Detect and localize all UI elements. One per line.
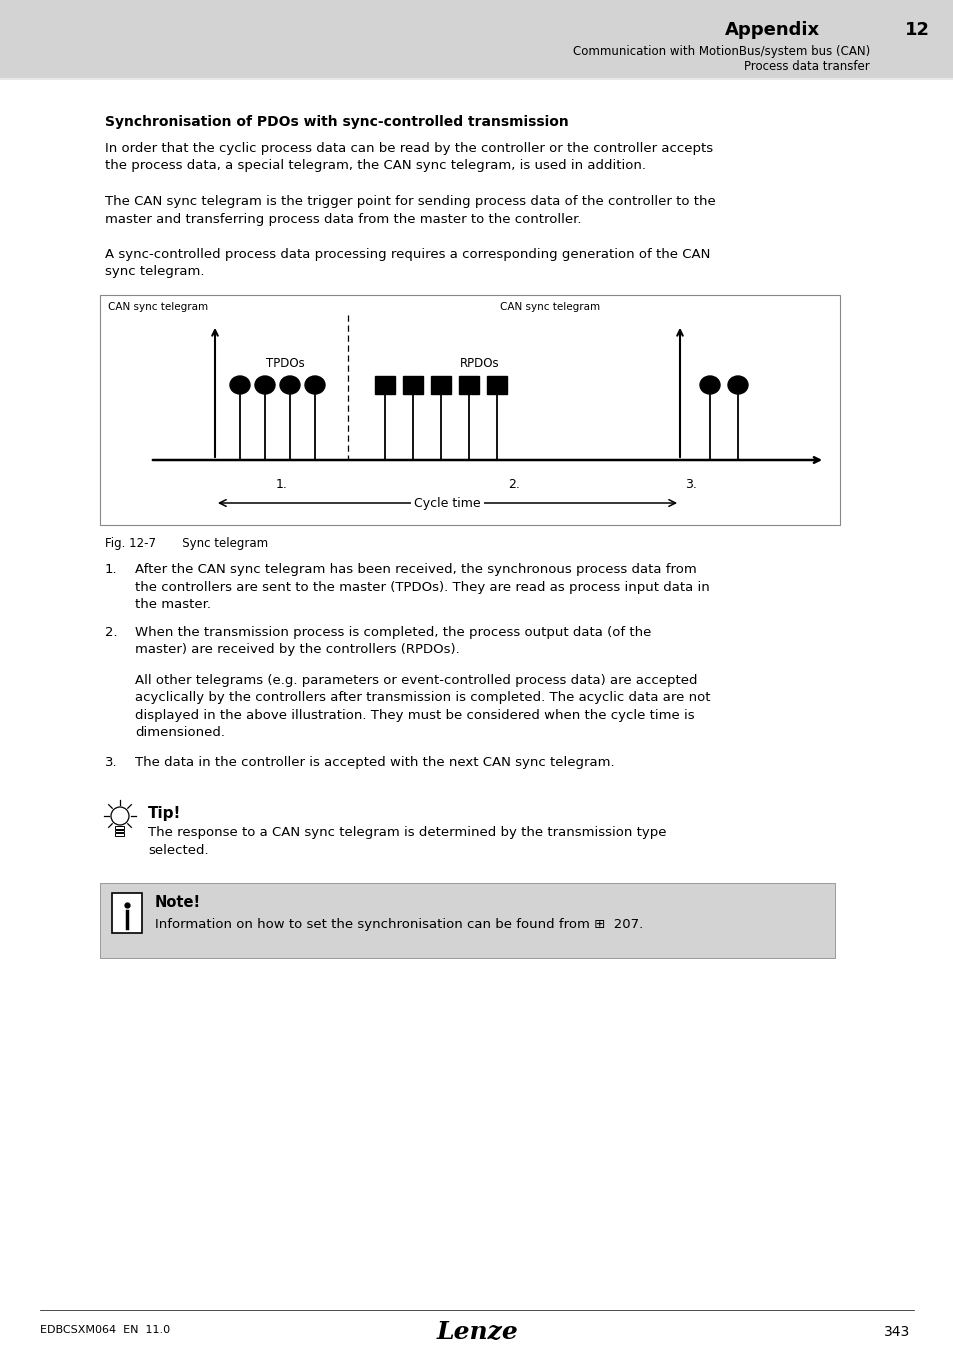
Text: Information on how to set the synchronisation can be found from ⊞  207.: Information on how to set the synchronis… [154, 918, 642, 932]
Text: Note!: Note! [154, 895, 201, 910]
Text: TPDOs: TPDOs [265, 356, 304, 370]
Bar [431, 377, 451, 394]
Bar [112, 892, 142, 933]
Bar [100, 296, 840, 525]
Text: The CAN sync telegram is the trigger point for sending process data of the contr: The CAN sync telegram is the trigger poi… [105, 194, 715, 225]
Bar [115, 826, 125, 829]
Text: In order that the cyclic process data can be read by the controller or the contr: In order that the cyclic process data ca… [105, 142, 713, 173]
Ellipse shape [700, 377, 720, 394]
Text: 2.: 2. [105, 626, 117, 639]
Text: EDBCSXM064  EN  11.0: EDBCSXM064 EN 11.0 [40, 1324, 170, 1335]
Circle shape [111, 807, 129, 825]
Text: CAN sync telegram: CAN sync telegram [108, 302, 208, 312]
Text: CAN sync telegram: CAN sync telegram [499, 302, 599, 312]
Bar [100, 883, 834, 958]
Bar [0, 0, 953, 78]
Text: Lenze: Lenze [436, 1320, 517, 1345]
Text: 1.: 1. [105, 563, 117, 576]
Bar [115, 833, 125, 836]
Bar [486, 377, 506, 394]
Bar [402, 377, 422, 394]
Ellipse shape [305, 377, 325, 394]
Text: The data in the controller is accepted with the next CAN sync telegram.: The data in the controller is accepted w… [135, 756, 614, 770]
Bar [458, 377, 478, 394]
Ellipse shape [727, 377, 747, 394]
Text: Appendix: Appendix [724, 22, 820, 39]
Text: 1.: 1. [275, 478, 287, 491]
Text: A sync-controlled process data processing requires a corresponding generation of: A sync-controlled process data processin… [105, 248, 710, 278]
Text: Fig. 12-7       Sync telegram: Fig. 12-7 Sync telegram [105, 537, 268, 549]
Ellipse shape [254, 377, 274, 394]
Text: When the transmission process is completed, the process output data (of the
mast: When the transmission process is complet… [135, 626, 651, 656]
Text: After the CAN sync telegram has been received, the synchronous process data from: After the CAN sync telegram has been rec… [135, 563, 709, 612]
Text: Cycle time: Cycle time [414, 497, 480, 509]
Text: Synchronisation of PDOs with sync-controlled transmission: Synchronisation of PDOs with sync-contro… [105, 115, 568, 130]
Ellipse shape [280, 377, 299, 394]
Text: 3.: 3. [105, 756, 117, 770]
Bar [375, 377, 395, 394]
Text: 3.: 3. [684, 478, 696, 491]
Text: Tip!: Tip! [148, 806, 181, 821]
Text: All other telegrams (e.g. parameters or event-controlled process data) are accep: All other telegrams (e.g. parameters or … [135, 674, 710, 740]
Text: Communication with MotionBus/system bus (CAN): Communication with MotionBus/system bus … [572, 46, 869, 58]
Text: 343: 343 [882, 1324, 909, 1339]
Text: Process data transfer: Process data transfer [743, 59, 869, 73]
Text: 12: 12 [904, 22, 929, 39]
Bar [115, 829, 125, 832]
Text: The response to a CAN sync telegram is determined by the transmission type
selec: The response to a CAN sync telegram is d… [148, 826, 666, 856]
Text: 2.: 2. [508, 478, 519, 491]
Ellipse shape [230, 377, 250, 394]
Text: RPDOs: RPDOs [459, 356, 499, 370]
